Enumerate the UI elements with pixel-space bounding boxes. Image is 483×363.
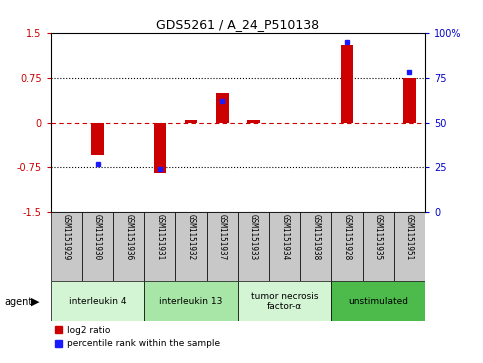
Text: GSM1151930: GSM1151930 [93, 215, 102, 261]
Text: GSM1151951: GSM1151951 [405, 215, 414, 261]
Bar [238, 281, 331, 321]
Text: GSM1151938: GSM1151938 [312, 215, 320, 261]
Bar [331, 281, 425, 321]
Bar [185, 120, 198, 123]
Bar [51, 212, 82, 281]
Text: ▶: ▶ [31, 297, 40, 307]
Bar [363, 212, 394, 281]
Bar [207, 212, 238, 281]
Text: GSM1151931: GSM1151931 [156, 215, 164, 261]
Bar [300, 212, 331, 281]
Bar [269, 212, 300, 281]
Bar [175, 212, 207, 281]
Text: GSM1151932: GSM1151932 [186, 215, 196, 261]
Text: GSM1151935: GSM1151935 [374, 215, 383, 261]
Title: GDS5261 / A_24_P510138: GDS5261 / A_24_P510138 [156, 19, 319, 32]
Bar [144, 281, 238, 321]
Bar [331, 212, 363, 281]
Text: GSM1151936: GSM1151936 [124, 215, 133, 261]
Text: GSM1151934: GSM1151934 [280, 215, 289, 261]
Bar [154, 123, 166, 174]
Text: unstimulated: unstimulated [348, 297, 408, 306]
Bar [91, 123, 104, 155]
Bar [247, 120, 260, 123]
Text: interleukin 4: interleukin 4 [69, 297, 126, 306]
Bar [403, 78, 416, 123]
Bar [113, 212, 144, 281]
Bar [394, 212, 425, 281]
Bar [216, 93, 228, 123]
Text: interleukin 13: interleukin 13 [159, 297, 223, 306]
Bar [51, 281, 144, 321]
Text: agent: agent [5, 297, 33, 307]
Text: GSM1151928: GSM1151928 [342, 215, 352, 261]
Bar [82, 212, 113, 281]
Text: GSM1151933: GSM1151933 [249, 215, 258, 261]
Legend: log2 ratio, percentile rank within the sample: log2 ratio, percentile rank within the s… [55, 326, 220, 348]
Text: GSM1151937: GSM1151937 [218, 215, 227, 261]
Bar [341, 45, 353, 123]
Bar [238, 212, 269, 281]
Bar [144, 212, 175, 281]
Text: tumor necrosis
factor-α: tumor necrosis factor-α [251, 291, 318, 311]
Text: GSM1151929: GSM1151929 [62, 215, 71, 261]
